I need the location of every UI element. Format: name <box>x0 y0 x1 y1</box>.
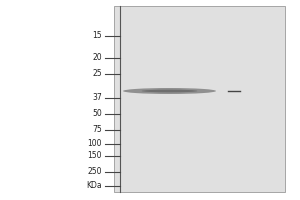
Text: 15: 15 <box>92 31 102 40</box>
Text: 250: 250 <box>88 168 102 176</box>
Text: 20: 20 <box>92 53 102 62</box>
Ellipse shape <box>123 88 216 94</box>
Text: 75: 75 <box>92 126 102 134</box>
Ellipse shape <box>142 90 197 92</box>
Text: KDa: KDa <box>86 182 102 190</box>
Bar <box>114 6 285 192</box>
Text: 25: 25 <box>92 70 102 78</box>
Text: 37: 37 <box>92 94 102 102</box>
Text: 150: 150 <box>88 152 102 160</box>
Text: 50: 50 <box>92 110 102 118</box>
Text: 100: 100 <box>88 140 102 148</box>
